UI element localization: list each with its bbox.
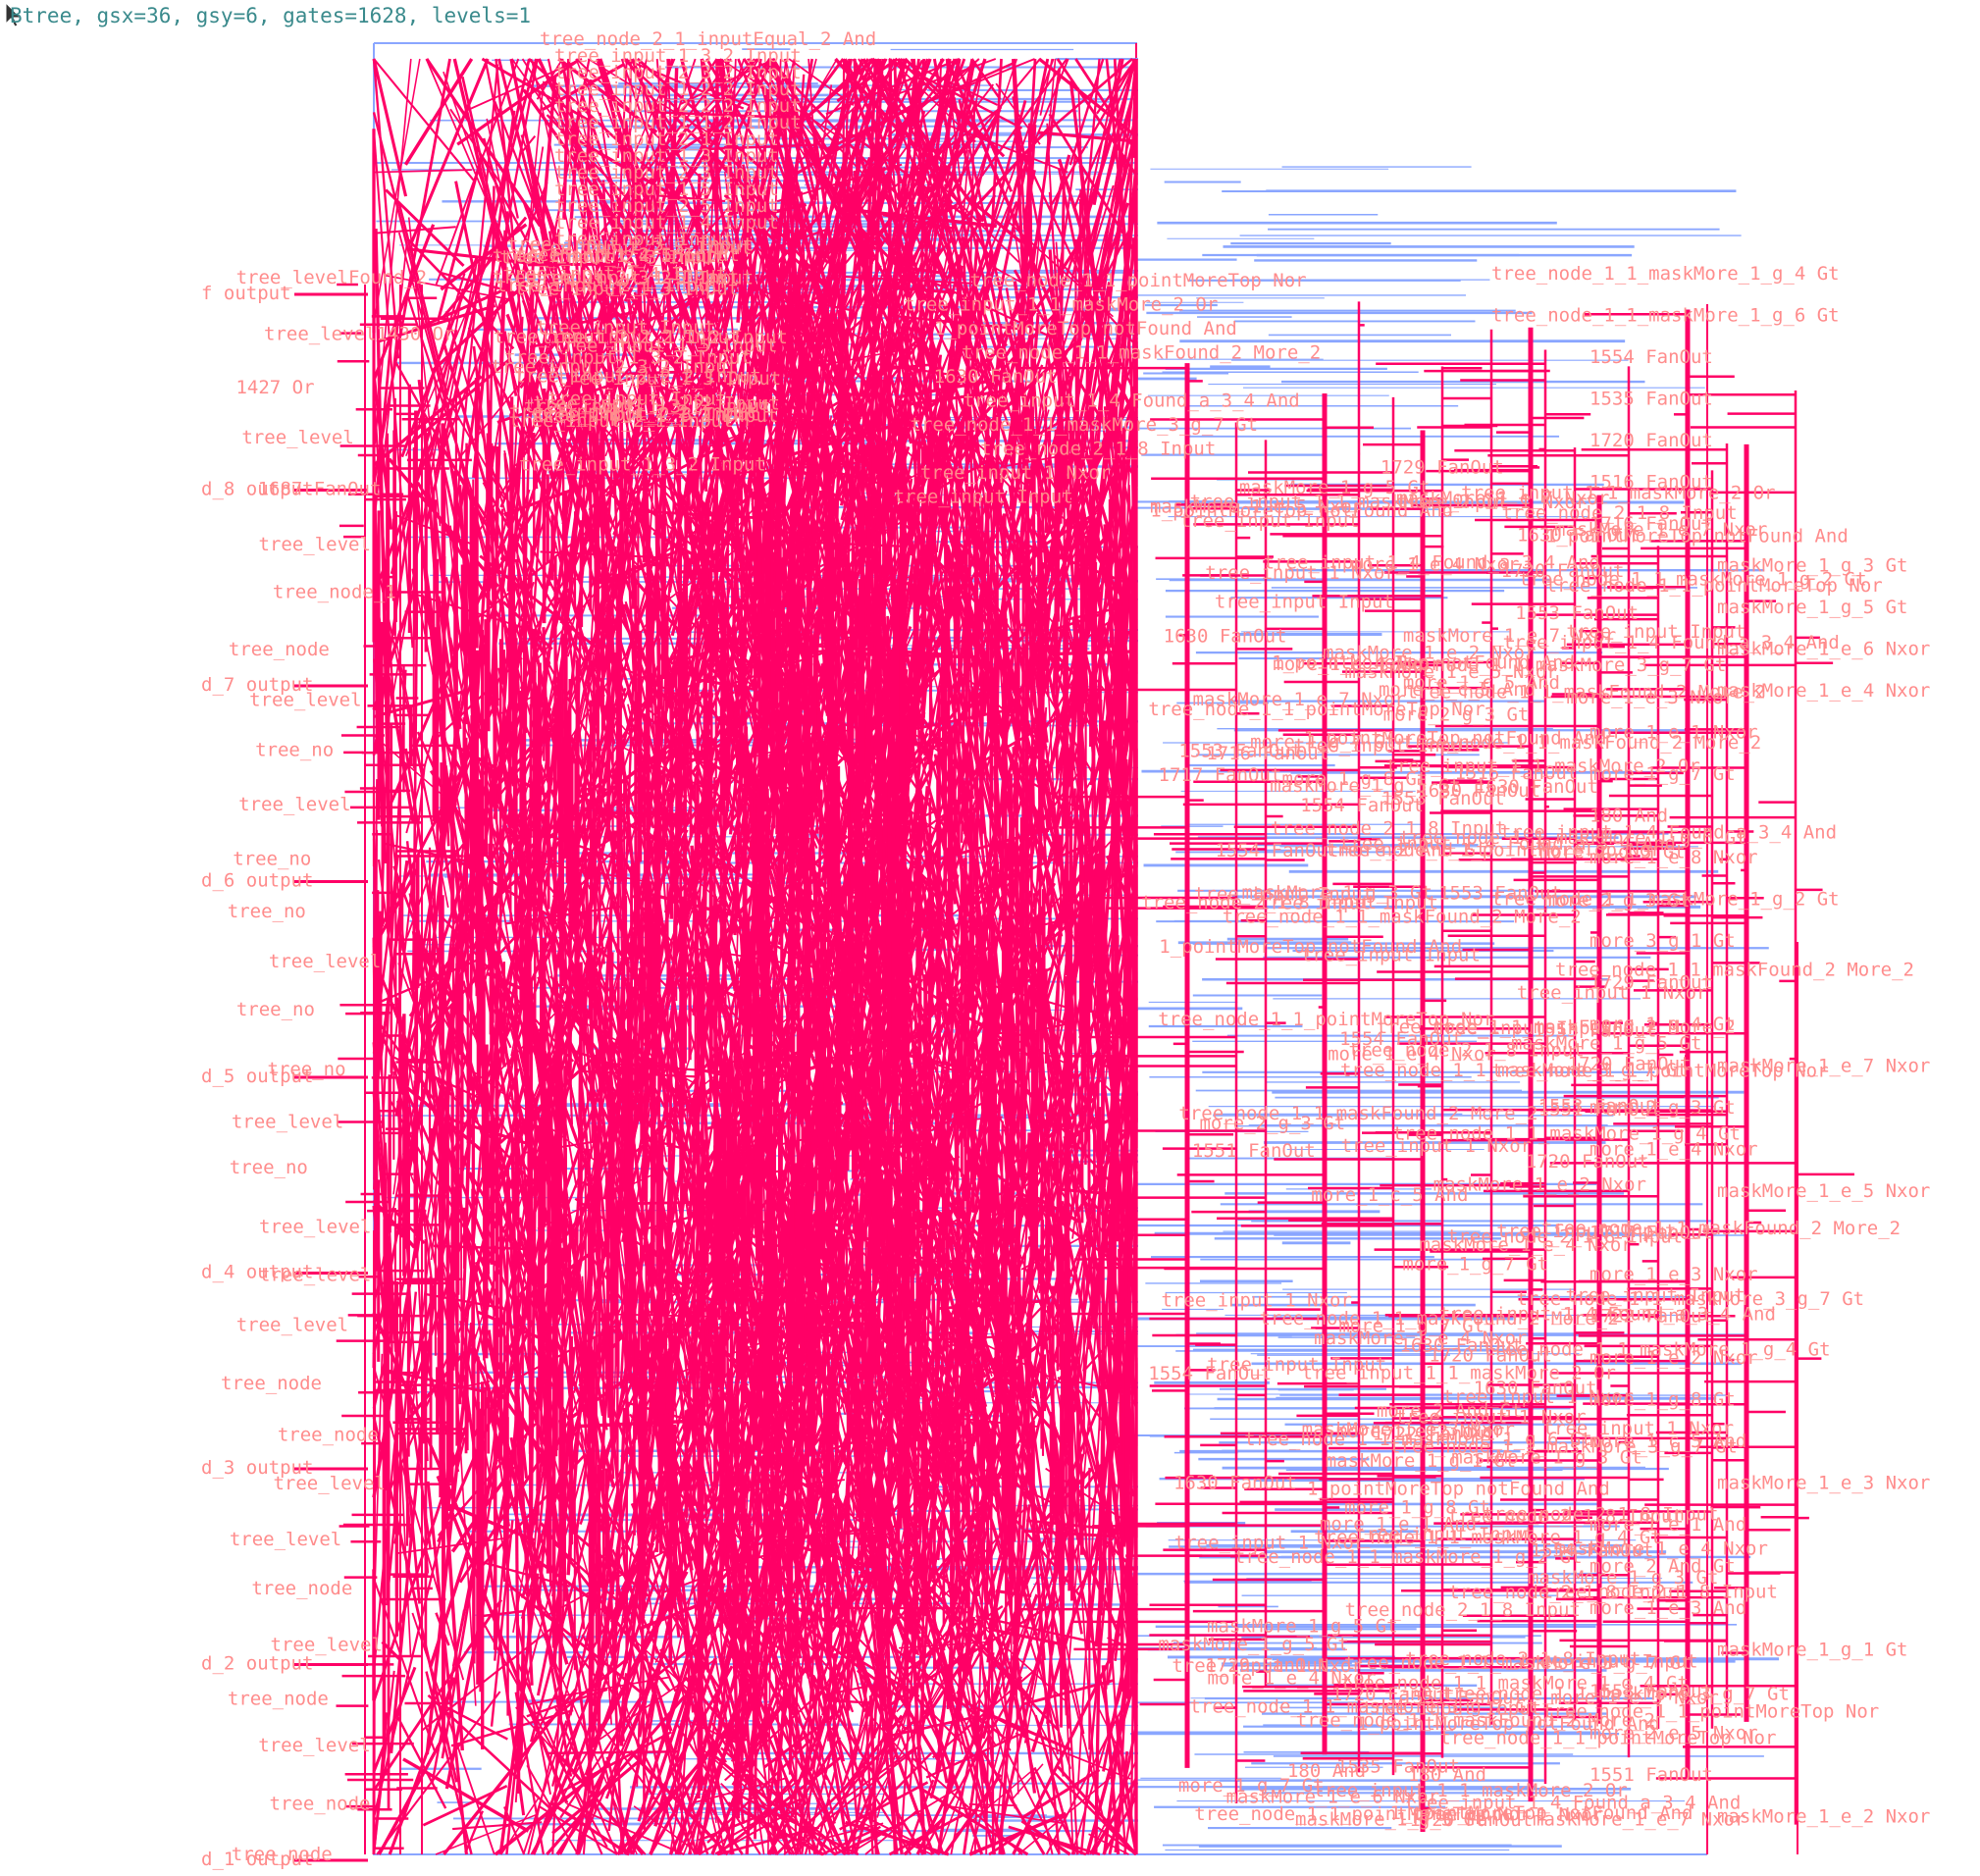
core-wire <box>788 963 789 1487</box>
core-wire <box>1001 1121 1003 1231</box>
core-wire <box>521 1611 524 1765</box>
core-wire <box>819 1600 821 1625</box>
